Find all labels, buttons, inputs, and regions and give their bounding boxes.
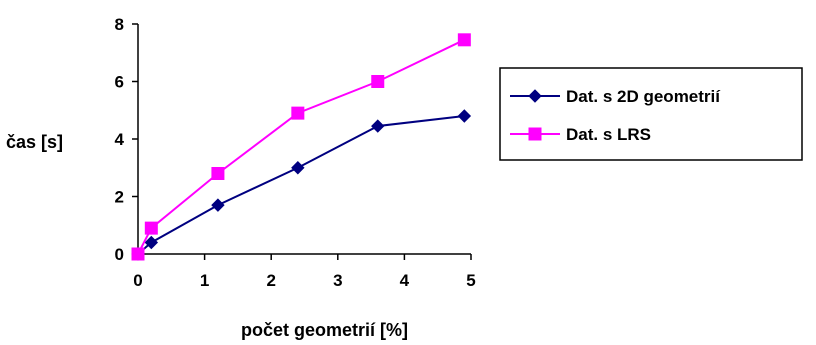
legend-label: Dat. s LRS	[566, 125, 651, 144]
data-point	[144, 221, 158, 235]
x-axis-title: počet geometrií [%]	[241, 320, 408, 340]
axes	[137, 24, 471, 255]
x-tick-label: 5	[466, 271, 475, 290]
data-point	[131, 247, 145, 261]
data-point	[457, 109, 472, 123]
x-tick-label: 2	[266, 271, 275, 290]
data-point	[291, 161, 305, 175]
y-tick-label: 8	[115, 15, 124, 34]
legend-box	[499, 67, 803, 161]
y-tick-label: 2	[115, 188, 124, 207]
data-point	[457, 33, 471, 47]
legend-marker	[528, 127, 542, 141]
legend-items: Dat. s 2D geometrií Dat. s LRS	[510, 87, 721, 144]
series-line	[137, 115, 465, 255]
data-point	[144, 235, 159, 250]
series-layer	[131, 33, 472, 261]
x-tick-label: 3	[333, 271, 342, 290]
legend-marker	[528, 89, 542, 103]
data-point	[371, 119, 385, 133]
x-tick-label: 1	[200, 271, 209, 290]
series-1	[131, 109, 472, 261]
data-point	[211, 167, 225, 180]
y-axis-title: čas [s]	[6, 132, 63, 152]
legend-label: Dat. s 2D geometrií	[566, 87, 721, 106]
legend-entry: Dat. s LRS	[510, 125, 651, 144]
ticks: 0 2 4 6 8 0 1 2 3 4 5	[115, 15, 476, 290]
data-point	[291, 106, 305, 120]
y-tick-label: 0	[115, 245, 124, 264]
legend-entry: Dat. s 2D geometrií	[510, 87, 721, 106]
series-2	[131, 33, 471, 261]
x-tick-label: 4	[400, 271, 410, 290]
legend: Dat. s 2D geometrií Dat. s LRS	[499, 67, 803, 161]
x-tick-label: 0	[133, 271, 142, 290]
y-tick-label: 4	[115, 130, 125, 149]
y-tick-label: 6	[115, 73, 124, 92]
data-point	[211, 198, 225, 212]
data-point	[371, 75, 385, 88]
